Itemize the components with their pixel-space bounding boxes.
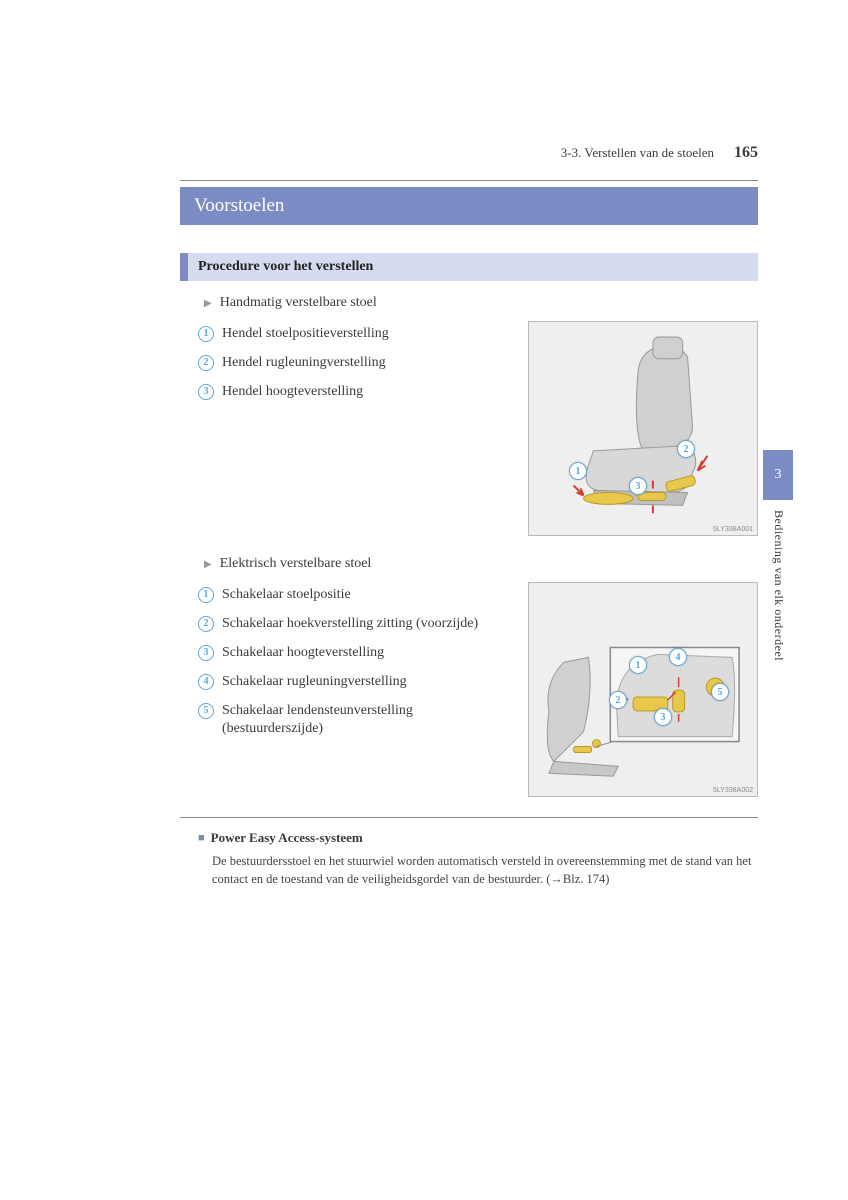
note-title-text: Power Easy Access-systeem bbox=[211, 830, 363, 846]
figure-code: 5LY338A002 bbox=[713, 787, 753, 794]
section-header: Procedure voor het verstellen bbox=[180, 253, 758, 281]
item-text: Schakelaar rugleuningverstelling bbox=[222, 673, 407, 692]
subtitle-electric-text: Elektrisch verstelbare stoel bbox=[220, 556, 372, 572]
subtitle-electric: ▶ Elektrisch verstelbare stoel bbox=[204, 556, 758, 572]
note-title: ■ Power Easy Access-systeem bbox=[198, 830, 758, 846]
callout-circle: 5 bbox=[711, 683, 729, 701]
list-item: 2 Schakelaar hoekverstelling zitting (vo… bbox=[198, 615, 512, 634]
number-circle-icon: 1 bbox=[198, 326, 214, 342]
list-item: 1 Schakelaar stoelpositie bbox=[198, 586, 512, 605]
item-text: Schakelaar hoogteverstelling bbox=[222, 644, 384, 663]
number-circle-icon: 1 bbox=[198, 587, 214, 603]
number-circle-icon: 2 bbox=[198, 616, 214, 632]
number-circle-icon: 3 bbox=[198, 384, 214, 400]
figure-electric-seat: 1 2 3 4 5 5LY338A002 bbox=[528, 582, 758, 797]
breadcrumb: 3-3. Verstellen van de stoelen bbox=[561, 145, 714, 161]
list-item: 3 Hendel hoogteverstelling bbox=[198, 383, 512, 402]
list-item: 2 Hendel rugleuningverstelling bbox=[198, 354, 512, 373]
list-manual: 1 Hendel stoelpositieverstelling 2 Hende… bbox=[180, 321, 512, 412]
list-item: 3 Schakelaar hoogteverstelling bbox=[198, 644, 512, 663]
subtitle-manual-text: Handmatig verstelbare stoel bbox=[220, 295, 377, 311]
number-circle-icon: 3 bbox=[198, 645, 214, 661]
page-title: Voorstoelen bbox=[180, 187, 758, 225]
number-circle-icon: 5 bbox=[198, 703, 214, 719]
callout-circle: 1 bbox=[629, 656, 647, 674]
callout-circle: 1 bbox=[569, 462, 587, 480]
triangle-bullet-icon: ▶ bbox=[204, 298, 212, 309]
block-manual: 1 Hendel stoelpositieverstelling 2 Hende… bbox=[180, 321, 758, 536]
list-electric: 1 Schakelaar stoelpositie 2 Schakelaar h… bbox=[180, 582, 512, 749]
callout-circle: 2 bbox=[609, 691, 627, 709]
callout-circle: 2 bbox=[677, 440, 695, 458]
item-text: Hendel stoelpositieverstelling bbox=[222, 325, 389, 344]
list-item: 5 Schakelaar lendensteunverstelling (bes… bbox=[198, 702, 512, 740]
number-circle-icon: 2 bbox=[198, 355, 214, 371]
figure-manual-seat: 1 2 3 5LY338A001 bbox=[528, 321, 758, 536]
callout-circle: 4 bbox=[669, 648, 687, 666]
block-electric: 1 Schakelaar stoelpositie 2 Schakelaar h… bbox=[180, 582, 758, 797]
footer-rule bbox=[180, 817, 758, 818]
item-text: Schakelaar stoelpositie bbox=[222, 586, 351, 605]
page-number: 165 bbox=[734, 144, 758, 162]
callout-circle: 3 bbox=[654, 708, 672, 726]
list-item: 4 Schakelaar rugleuningverstelling bbox=[198, 673, 512, 692]
figure-code: 5LY338A001 bbox=[713, 526, 753, 533]
triangle-bullet-icon: ▶ bbox=[204, 559, 212, 570]
list-item: 1 Hendel stoelpositieverstelling bbox=[198, 325, 512, 344]
item-text: Schakelaar hoekverstelling zitting (voor… bbox=[222, 615, 478, 634]
note-body: De bestuurdersstoel en het stuurwiel wor… bbox=[212, 852, 758, 888]
item-text: Schakelaar lendensteunverstelling (bestu… bbox=[222, 702, 512, 740]
callout-circle: 3 bbox=[629, 477, 647, 495]
square-bullet-icon: ■ bbox=[198, 832, 205, 844]
item-text: Hendel rugleuningverstelling bbox=[222, 354, 386, 373]
item-text: Hendel hoogteverstelling bbox=[222, 383, 363, 402]
page-header: 3-3. Verstellen van de stoelen 165 bbox=[180, 140, 758, 162]
number-circle-icon: 4 bbox=[198, 674, 214, 690]
header-rule bbox=[180, 180, 758, 181]
page-content: 3-3. Verstellen van de stoelen 165 Voors… bbox=[0, 0, 848, 948]
subtitle-manual: ▶ Handmatig verstelbare stoel bbox=[204, 295, 758, 311]
